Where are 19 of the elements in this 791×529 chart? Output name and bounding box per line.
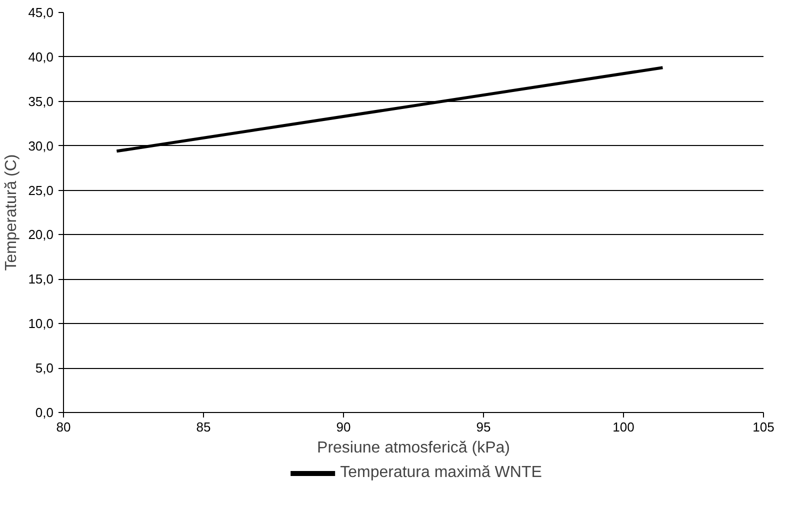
y-axis-title: Temperatură (C) (3, 154, 20, 271)
x-tick-label: 90 (336, 420, 351, 434)
y-tick-label: 10,0 (28, 316, 54, 332)
x-tick-label: 100 (612, 420, 634, 434)
x-axis-title: Presiune atmosferică (kPa) (317, 440, 510, 456)
y-tick-label: 35,0 (28, 94, 54, 109)
x-tick-label: 105 (752, 420, 774, 434)
y-tick-label: 40,0 (28, 49, 54, 64)
x-tick-label: 85 (196, 420, 211, 434)
y-tick-label: 0,0 (35, 405, 54, 420)
legend-label: Temperatura maximă WNTE (340, 464, 542, 482)
y-tick-label: 20,0 (28, 227, 54, 242)
x-tick-label: 95 (476, 420, 491, 434)
y-tick-label: 30,0 (28, 138, 54, 154)
y-tick-label: 5,0 (35, 360, 54, 376)
y-tick-label: 15,0 (28, 272, 54, 287)
x-tick-label: 80 (56, 420, 71, 434)
y-tick-label: 25,0 (28, 182, 54, 198)
y-tick-label: 45,0 (28, 5, 54, 20)
